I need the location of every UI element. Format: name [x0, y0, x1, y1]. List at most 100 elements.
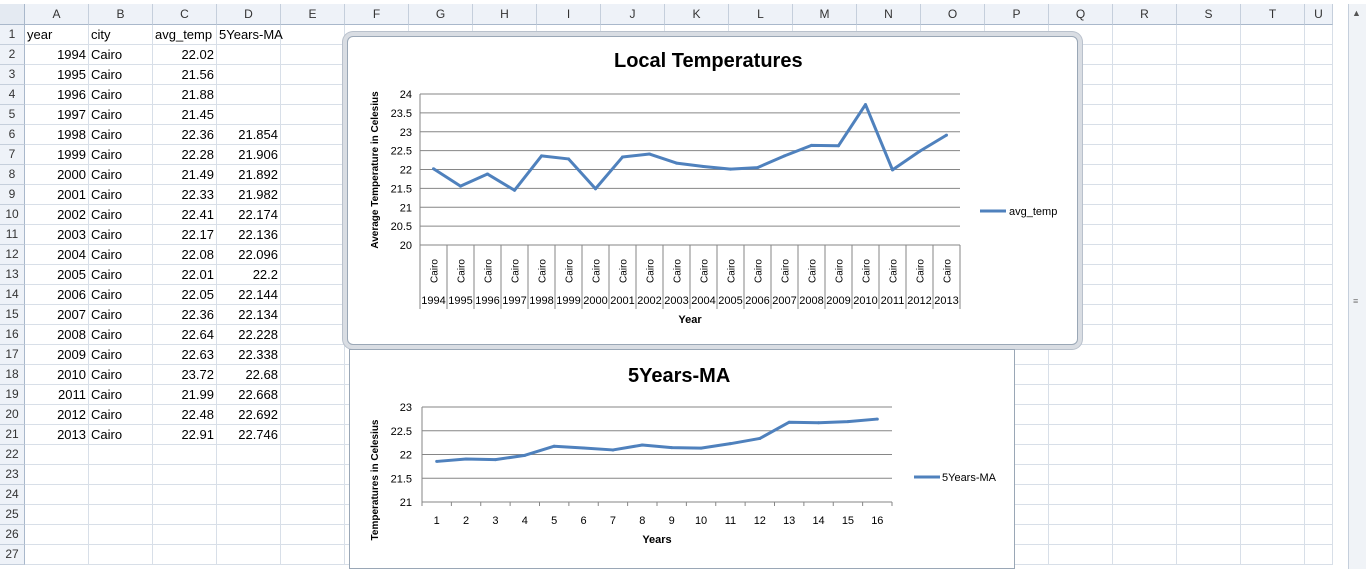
empty-cell[interactable]	[1241, 185, 1305, 205]
row-header[interactable]: 21	[0, 425, 25, 445]
row-header[interactable]: 23	[0, 465, 25, 485]
row-header[interactable]: 14	[0, 285, 25, 305]
row-header[interactable]: 10	[0, 205, 25, 225]
data-cell[interactable]: 22.136	[217, 225, 281, 245]
empty-cell[interactable]	[1049, 225, 1113, 245]
empty-cell[interactable]	[1049, 465, 1113, 485]
empty-cell[interactable]	[1241, 225, 1305, 245]
column-header[interactable]: Q	[1049, 4, 1113, 25]
empty-cell[interactable]	[1049, 205, 1113, 225]
empty-cell[interactable]	[153, 485, 217, 505]
data-cell[interactable]: 23.72	[153, 365, 217, 385]
empty-cell[interactable]	[281, 485, 345, 505]
empty-cell[interactable]	[281, 45, 345, 65]
data-cell[interactable]: 22.17	[153, 225, 217, 245]
empty-cell[interactable]	[1177, 485, 1241, 505]
empty-cell[interactable]	[281, 205, 345, 225]
empty-cell[interactable]	[1113, 245, 1177, 265]
empty-cell[interactable]	[1177, 45, 1241, 65]
data-cell[interactable]: Cairo	[89, 285, 153, 305]
empty-cell[interactable]	[281, 405, 345, 425]
data-cell[interactable]: 22.746	[217, 425, 281, 445]
data-cell[interactable]: Cairo	[89, 65, 153, 85]
empty-cell[interactable]	[281, 425, 345, 445]
header-cell[interactable]: year	[25, 25, 89, 45]
local-temperatures-chart[interactable]: Local Temperatures 20 20.5 21 21.5 22 22.5 23 2…	[347, 36, 1078, 345]
data-cell[interactable]: 2006	[25, 285, 89, 305]
empty-cell[interactable]	[1241, 305, 1305, 325]
data-cell[interactable]: 21.99	[153, 385, 217, 405]
column-header[interactable]: R	[1113, 4, 1177, 25]
empty-cell[interactable]	[1177, 25, 1241, 45]
data-cell[interactable]: Cairo	[89, 145, 153, 165]
empty-cell[interactable]	[1049, 245, 1113, 265]
data-cell[interactable]: 2003	[25, 225, 89, 245]
empty-cell[interactable]	[1177, 325, 1241, 345]
data-cell[interactable]: Cairo	[89, 425, 153, 445]
column-header[interactable]: H	[473, 4, 537, 25]
data-cell[interactable]	[217, 85, 281, 105]
empty-cell[interactable]	[1305, 225, 1333, 245]
data-cell[interactable]: 22.02	[153, 45, 217, 65]
empty-cell[interactable]	[1177, 225, 1241, 245]
column-header[interactable]: I	[537, 4, 601, 25]
column-header[interactable]: S	[1177, 4, 1241, 25]
empty-cell[interactable]	[985, 345, 1049, 365]
empty-cell[interactable]	[1241, 285, 1305, 305]
empty-cell[interactable]	[153, 545, 217, 565]
row-header[interactable]: 7	[0, 145, 25, 165]
empty-cell[interactable]	[1113, 105, 1177, 125]
data-cell[interactable]: 2012	[25, 405, 89, 425]
empty-cell[interactable]	[89, 485, 153, 505]
empty-cell[interactable]	[985, 365, 1049, 385]
empty-cell[interactable]	[1113, 525, 1177, 545]
data-cell[interactable]: 22.668	[217, 385, 281, 405]
empty-cell[interactable]	[1177, 385, 1241, 405]
empty-cell[interactable]	[1241, 485, 1305, 505]
empty-cell[interactable]	[25, 545, 89, 565]
data-cell[interactable]: 22.338	[217, 345, 281, 365]
data-cell[interactable]: Cairo	[89, 345, 153, 365]
empty-cell[interactable]	[1113, 285, 1177, 305]
data-cell[interactable]: 22.63	[153, 345, 217, 365]
data-cell[interactable]: 21.56	[153, 65, 217, 85]
data-cell[interactable]: 22.174	[217, 205, 281, 225]
empty-cell[interactable]	[1305, 465, 1333, 485]
empty-cell[interactable]	[1177, 125, 1241, 145]
data-cell[interactable]: 22.144	[217, 285, 281, 305]
data-cell[interactable]: 21.854	[217, 125, 281, 145]
empty-cell[interactable]	[281, 325, 345, 345]
data-cell[interactable]: 2002	[25, 205, 89, 225]
data-cell[interactable]: 1994	[25, 45, 89, 65]
data-cell[interactable]: 22.48	[153, 405, 217, 425]
empty-cell[interactable]	[1049, 145, 1113, 165]
empty-cell[interactable]	[1113, 205, 1177, 225]
row-header[interactable]: 25	[0, 505, 25, 525]
column-header[interactable]: D	[217, 4, 281, 25]
empty-cell[interactable]	[1177, 345, 1241, 365]
empty-cell[interactable]	[1241, 505, 1305, 525]
empty-cell[interactable]	[1049, 305, 1113, 325]
row-header[interactable]: 27	[0, 545, 25, 565]
empty-cell[interactable]	[1177, 145, 1241, 165]
empty-cell[interactable]	[1305, 525, 1333, 545]
empty-cell[interactable]	[1241, 45, 1305, 65]
empty-cell[interactable]	[281, 105, 345, 125]
column-header[interactable]: N	[857, 4, 921, 25]
empty-cell[interactable]	[1305, 245, 1333, 265]
scroll-up-arrow-icon[interactable]: ▲	[1352, 8, 1361, 18]
column-header[interactable]: T	[1241, 4, 1305, 25]
row-header[interactable]: 26	[0, 525, 25, 545]
row-header[interactable]: 3	[0, 65, 25, 85]
data-cell[interactable]: Cairo	[89, 85, 153, 105]
empty-cell[interactable]	[281, 545, 345, 565]
empty-cell[interactable]	[1113, 345, 1177, 365]
vertical-scrollbar[interactable]: ▲ ≡	[1348, 4, 1366, 569]
empty-cell[interactable]	[1177, 205, 1241, 225]
empty-cell[interactable]	[1177, 365, 1241, 385]
empty-cell[interactable]	[1241, 405, 1305, 425]
empty-cell[interactable]	[1177, 465, 1241, 485]
empty-cell[interactable]	[1305, 65, 1333, 85]
empty-cell[interactable]	[1113, 225, 1177, 245]
